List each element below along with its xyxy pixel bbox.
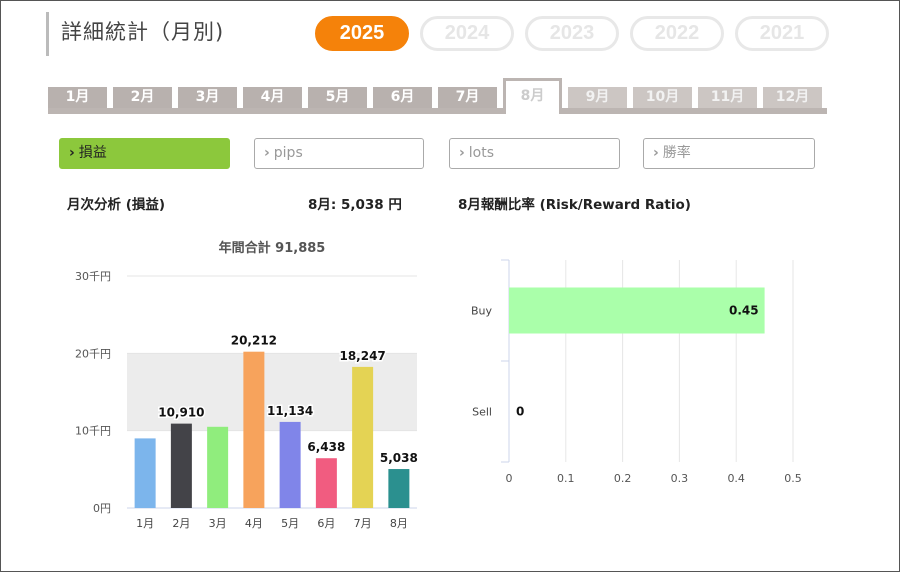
chevron-right-icon: › [653, 145, 659, 161]
y-tick-label: 30千円 [75, 270, 111, 283]
bar-7 [352, 366, 374, 508]
y-tick-label: 0円 [93, 502, 111, 515]
chevron-right-icon: › [264, 145, 270, 161]
chart-title: 年間合計 91,885 [219, 240, 326, 256]
risk-reward-chart: 0 0.1 0.2 0.3 0.4 0.5 Buy 0.45 Sell 0 [471, 259, 802, 485]
metric-button-pips[interactable]: › pips [254, 138, 424, 169]
chevron-right-icon: › [459, 145, 465, 161]
data-label: 11,134 [267, 404, 313, 418]
x-tick-label: 0.2 [614, 472, 632, 485]
metric-label-profit: 損益 [78, 145, 107, 161]
month-tab-2[interactable]: 2月 [113, 87, 172, 108]
x-tick-label: 0 [506, 472, 513, 485]
x-tick-label: 6月 [317, 517, 335, 530]
page-title-block: 詳細統計（月別) [46, 12, 224, 56]
metric-button-profit[interactable]: › 損益 [59, 138, 230, 169]
year-selector: 2025 2024 2023 2022 2021 [315, 16, 840, 51]
x-tick-label: 7月 [354, 517, 372, 530]
data-label: 18,247 [339, 349, 385, 363]
month-tabs: 1月 2月 3月 4月 5月 6月 7月 8月 9月 10月 11月 12月 [48, 78, 827, 114]
x-tick-label: 5月 [281, 517, 299, 530]
year-tab-2021[interactable]: 2021 [735, 16, 829, 51]
metric-button-winrate[interactable]: › 勝率 [643, 138, 815, 169]
data-label: 0.45 [729, 304, 759, 318]
y-tick-label: 10千円 [75, 425, 111, 438]
metric-label-winrate: 勝率 [662, 145, 691, 161]
year-tab-2025[interactable]: 2025 [315, 16, 409, 51]
x-tick-label: 0.5 [784, 472, 802, 485]
metric-button-lots[interactable]: › lots [449, 138, 620, 169]
bar-4 [243, 351, 265, 508]
monthly-profit-chart: 年間合計 91,885 0円 10千円 20千円 30千円 1月 2月 10,910 3月 4月 2… [75, 240, 419, 530]
year-tab-2024[interactable]: 2024 [420, 16, 514, 51]
month-tab-7[interactable]: 7月 [438, 87, 497, 108]
bar-3 [207, 426, 229, 508]
bar-1 [134, 438, 156, 508]
x-tick-label: 0.1 [557, 472, 575, 485]
month-tab-6[interactable]: 6月 [373, 87, 432, 108]
year-tab-2023[interactable]: 2023 [525, 16, 619, 51]
monthly-analysis-heading: 月次分析 (損益) [67, 197, 166, 213]
bar-buy [509, 287, 765, 334]
x-tick-label: 0.4 [727, 472, 745, 485]
bar-2 [170, 423, 192, 508]
x-tick-label: 1月 [136, 517, 154, 530]
bar-6 [315, 458, 337, 508]
x-tick-label: 2月 [172, 517, 190, 530]
y-tick-label: 20千円 [75, 347, 111, 360]
page-title: 詳細統計（月別) [61, 20, 225, 44]
x-tick-label: 3月 [209, 517, 227, 530]
x-tick-label: 0.3 [671, 472, 689, 485]
month-tab-11[interactable]: 11月 [698, 87, 757, 108]
metric-label-pips: pips [273, 145, 303, 161]
month-tab-1[interactable]: 1月 [48, 87, 107, 108]
data-label: 10,910 [158, 406, 204, 420]
month-tab-5[interactable]: 5月 [308, 87, 367, 108]
data-label: 5,038 [380, 451, 418, 465]
bar-5 [279, 421, 301, 508]
month-tab-12[interactable]: 12月 [763, 87, 822, 108]
data-label: 6,438 [307, 440, 345, 454]
month-tab-10[interactable]: 10月 [633, 87, 692, 108]
month-tab-9[interactable]: 9月 [568, 87, 627, 108]
month-tab-8[interactable]: 8月 [503, 78, 562, 114]
month-tab-4[interactable]: 4月 [243, 87, 302, 108]
month-profit-summary: 8月: 5,038 円 [308, 197, 402, 213]
data-label: 0 [516, 405, 524, 419]
month-tab-3[interactable]: 3月 [178, 87, 237, 108]
year-tab-2022[interactable]: 2022 [630, 16, 724, 51]
y-tick-label: Buy [471, 305, 493, 318]
y-tick-label: Sell [472, 406, 492, 419]
x-tick-label: 8月 [390, 517, 408, 530]
x-tick-label: 4月 [245, 517, 263, 530]
chevron-right-icon: › [69, 145, 75, 161]
risk-reward-heading: 8月報酬比率 (Risk/Reward Ratio) [458, 197, 691, 213]
data-label: 20,212 [231, 334, 277, 348]
metric-label-lots: lots [468, 145, 495, 161]
bar-8 [388, 469, 410, 508]
